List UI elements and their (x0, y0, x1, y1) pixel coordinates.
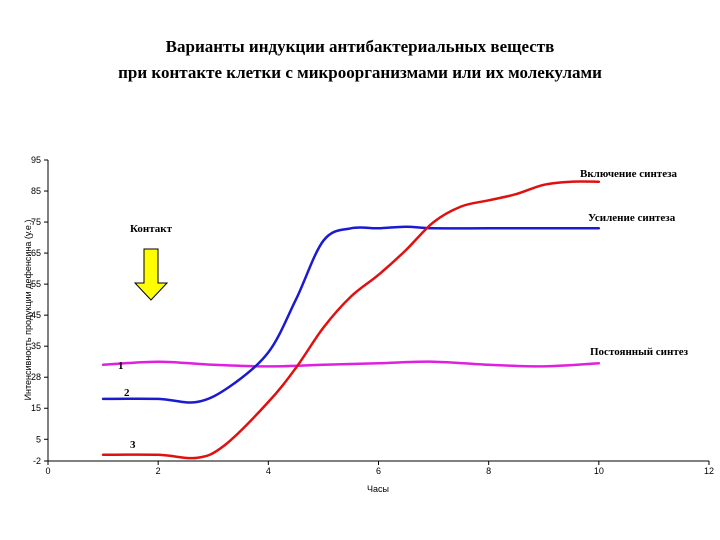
series-label-3: 3 (130, 439, 136, 451)
series-line-3 (101, 180, 601, 460)
y-tick-label: -2 (33, 456, 41, 466)
series-label-2: 2 (124, 387, 130, 399)
annotation-contact: Контакт (130, 223, 173, 235)
y-tick-label: 45 (31, 310, 41, 320)
y-tick-label: 15 (31, 403, 41, 413)
x-tick-label: 12 (704, 466, 714, 476)
series-line-2 (101, 225, 601, 404)
contact-arrow-icon (133, 248, 169, 301)
series-label-1: 1 (118, 360, 124, 372)
y-tick-label: 35 (31, 341, 41, 351)
annotation-constant: Постоянный синтез (590, 346, 689, 358)
annotation-enhancement: Усиление синтеза (588, 212, 676, 224)
chart-title: Варианты индукции антибактериальных веще… (0, 34, 720, 86)
y-axis-label: Интенсивность продукции дефенсина (у.е.) (23, 220, 33, 401)
chart-axes (47, 160, 709, 462)
y-tick-label: 5 (36, 434, 41, 444)
x-tick-label: 6 (376, 466, 381, 476)
chart-series (101, 180, 601, 460)
x-tick-label: 10 (594, 466, 604, 476)
chart-title-line-2: при контакте клетки с микроорганизмами и… (118, 63, 602, 82)
y-tick-label: 28 (31, 372, 41, 382)
x-axis-ticks: 0 2 4 6 8 10 12 (45, 461, 714, 476)
y-tick-label: 65 (31, 248, 41, 258)
x-tick-label: 4 (266, 466, 271, 476)
y-tick-label: 85 (31, 186, 41, 196)
series-line-1 (101, 360, 601, 368)
x-tick-label: 8 (486, 466, 491, 476)
y-tick-label: 75 (31, 217, 41, 227)
chart-title-line-1: Варианты индукции антибактериальных веще… (165, 37, 555, 56)
y-tick-label: 95 (31, 155, 41, 165)
y-axis-ticks: -2 5 15 28 35 45 55 65 75 85 95 (31, 155, 48, 466)
x-tick-label: 0 (45, 466, 50, 476)
annotation-inclusion: Включение синтеза (580, 168, 677, 180)
x-axis-label: Часы (367, 484, 389, 494)
x-tick-label: 2 (156, 466, 161, 476)
y-tick-label: 55 (31, 279, 41, 289)
